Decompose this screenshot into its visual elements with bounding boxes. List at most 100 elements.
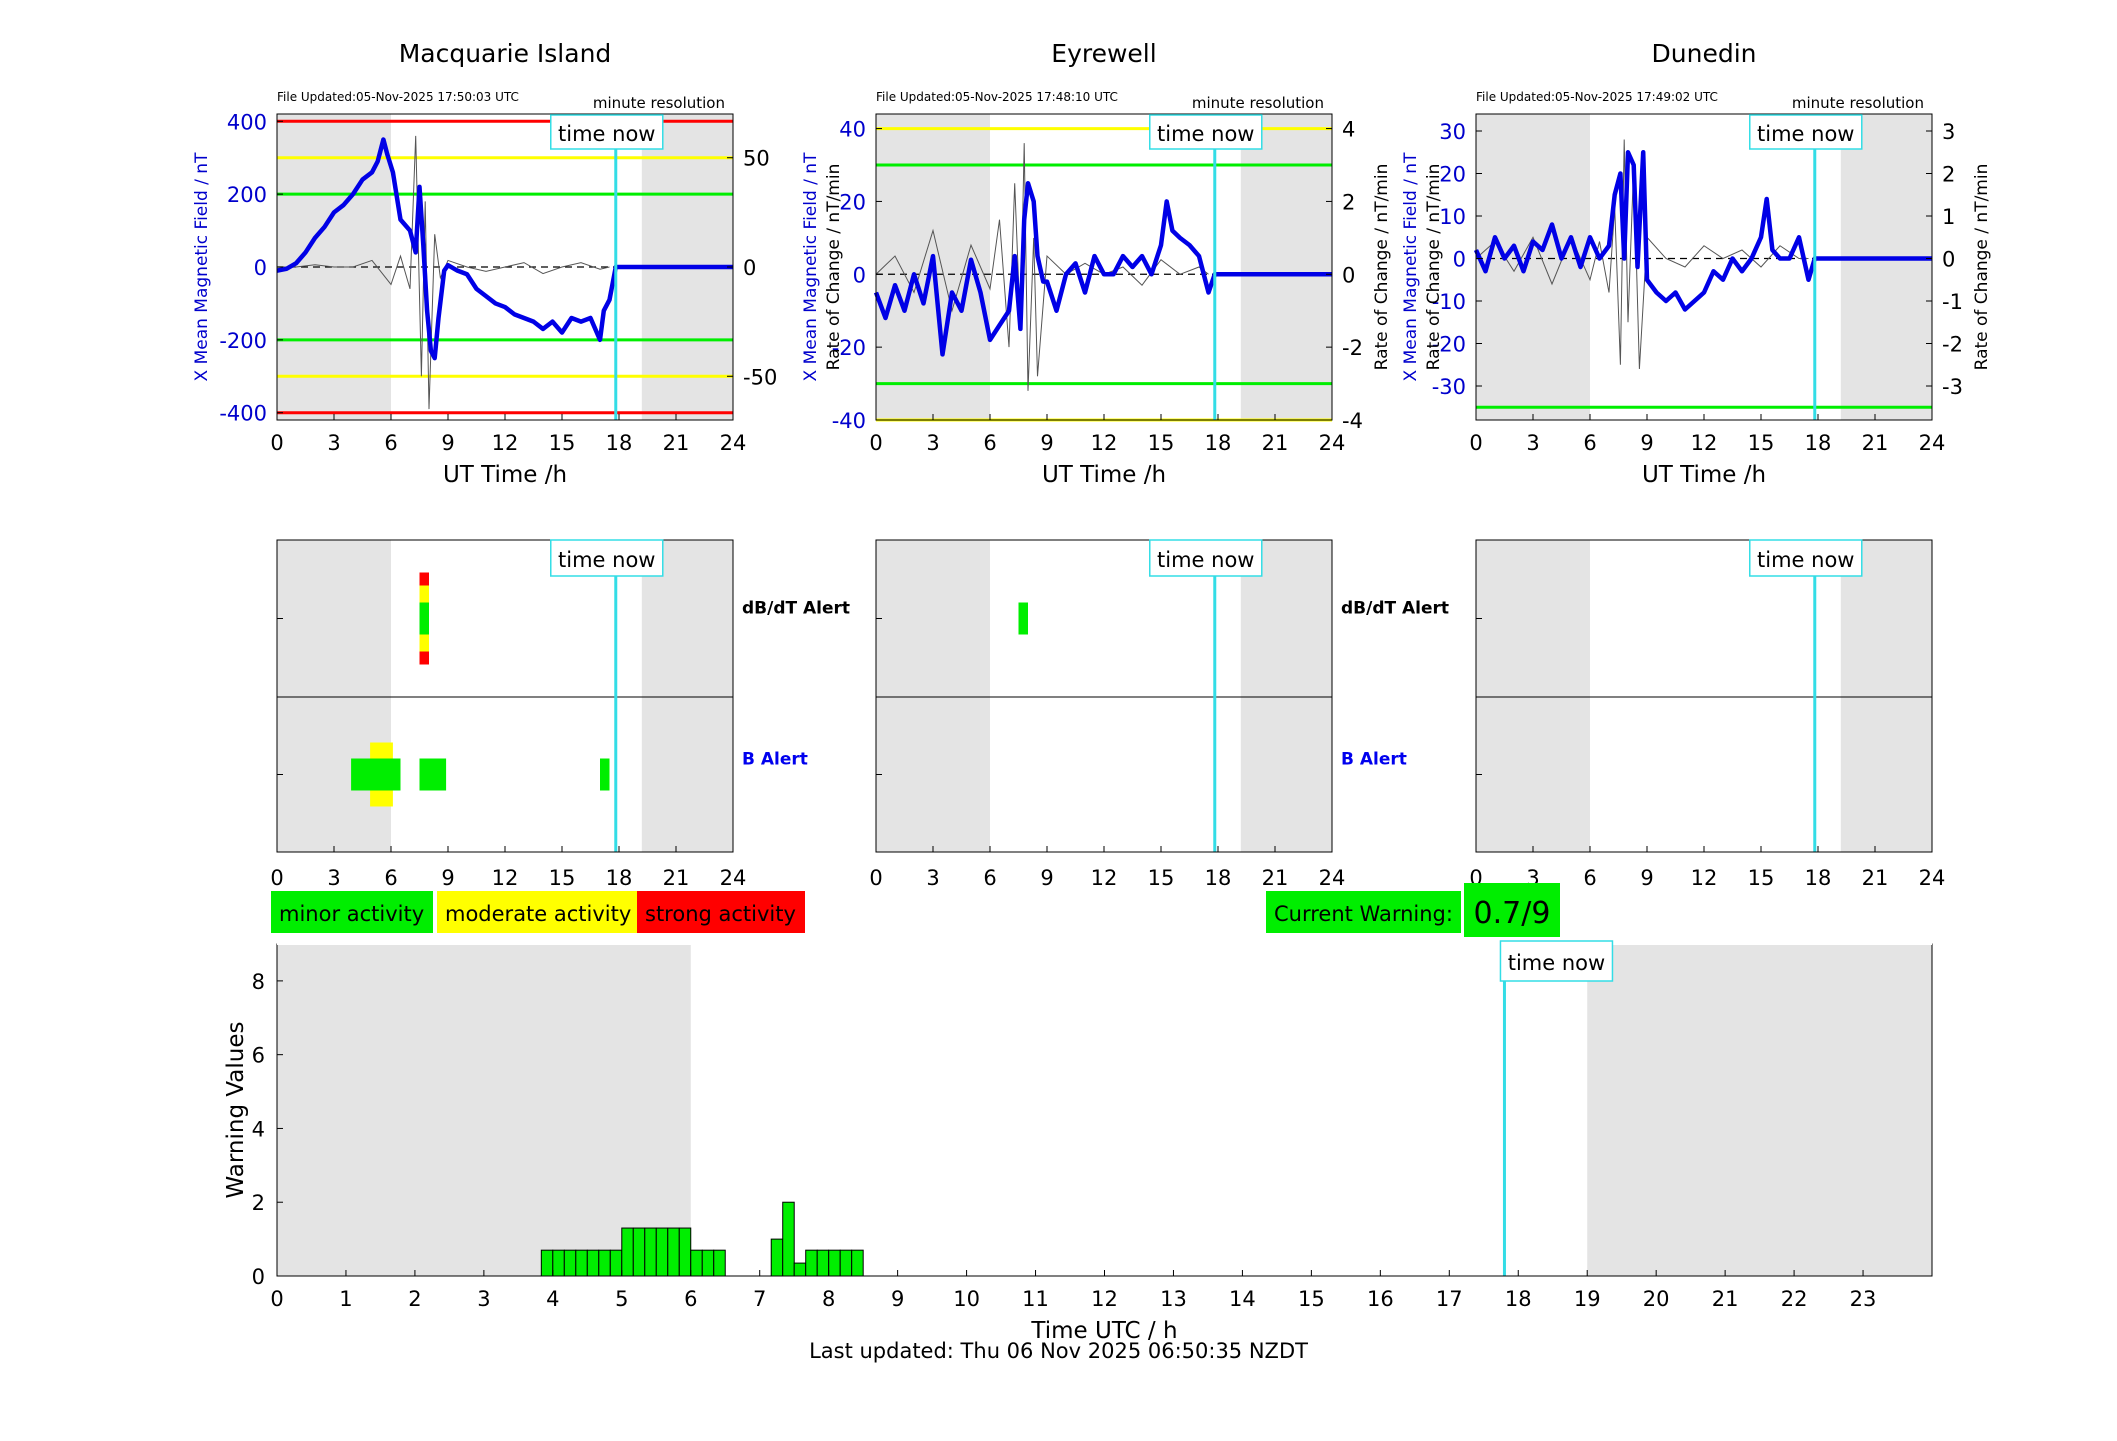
dbdt-alert-label: dB/dT Alert	[742, 599, 850, 619]
dbdt-alert-label: dB/dT Alert	[1341, 599, 1449, 619]
magnetic-field-series	[873, 180, 1332, 357]
x-tick-label: 24	[720, 866, 747, 890]
warning-bar	[839, 1249, 853, 1277]
current-warning-value-box	[1464, 883, 1560, 937]
time-now-box	[1749, 114, 1863, 150]
warning-bar	[793, 1262, 807, 1277]
legend-strong-swatch	[637, 891, 805, 933]
warning-bar	[621, 1227, 634, 1277]
night-shade	[1240, 114, 1332, 420]
y2-tick-label: 3	[1942, 120, 1955, 144]
x-tick-label: 12	[1091, 1287, 1118, 1311]
x-tick-label: 17	[1436, 1287, 1463, 1311]
x-tick-label: 9	[1640, 866, 1653, 890]
station-chart-3: time now Dunedin File Updated:05-Nov-2025 …	[1401, 39, 1992, 488]
y-tick-label: -40	[832, 409, 866, 433]
y-axis-title: X Mean Magnetic Field / nT	[801, 152, 821, 382]
x-tick-label: 15	[1748, 431, 1775, 455]
resolution-text: minute resolution	[1792, 94, 1924, 112]
x-tick-label: 12	[492, 866, 519, 890]
time-now-label: time now	[558, 122, 655, 146]
time-now-box	[1499, 940, 1614, 982]
station-title: Eyrewell	[1051, 39, 1156, 68]
rate-of-change-series	[277, 135, 610, 410]
x-tick-label: 11	[1022, 1287, 1049, 1311]
warning-bar	[609, 1249, 623, 1277]
x-tick-label: 21	[1262, 431, 1289, 455]
y2-tick-label: 4	[1342, 118, 1355, 142]
y2-tick-label: 2	[1942, 163, 1955, 187]
alert-panel-2: time now dB/dT Alert B Alert 0 3 6 9 12 15 18 21 24	[869, 539, 1449, 890]
time-now-box	[1149, 539, 1263, 577]
time-now-label: time now	[1508, 951, 1605, 975]
station-title: Macquarie Island	[399, 39, 612, 68]
b-alert-block	[600, 758, 610, 791]
warning-bar	[678, 1227, 692, 1277]
x-tick-label: 4	[546, 1287, 559, 1311]
y-tick-label: -400	[219, 402, 267, 426]
x-tick-label: 21	[1712, 1287, 1739, 1311]
station-chart-2: time now Eyrewell File Updated:05-Nov-2025…	[801, 39, 1392, 488]
warning-bar	[782, 1201, 795, 1277]
y-tick-label: 4	[252, 1117, 265, 1141]
station-chart-1: time now Macquarie Island File Updated:05-…	[192, 39, 777, 488]
current-warning-label: Current Warning:	[1274, 902, 1453, 926]
x-tick-label: 21	[663, 431, 690, 455]
warning-bar	[552, 1249, 565, 1277]
y-tick-label: 400	[227, 110, 267, 134]
x-tick-label: 14	[1229, 1287, 1256, 1311]
x-tick-label: 3	[926, 431, 939, 455]
warning-bar	[690, 1249, 703, 1277]
x-tick-label: 15	[1148, 431, 1175, 455]
magnetic-field-series	[1473, 150, 1932, 312]
x-tick-label: 6	[1583, 866, 1596, 890]
b-alert-label: B Alert	[1341, 750, 1407, 770]
b-alert-block	[351, 758, 401, 791]
x-tick-label: 18	[1805, 866, 1832, 890]
rate-axis-title: Rate of Change / nT/min	[824, 164, 844, 371]
y-tick-label: 20	[1439, 163, 1466, 187]
legend-minor-swatch	[271, 891, 433, 933]
warning-bar	[632, 1227, 646, 1277]
x-tick-label: 10	[953, 1287, 980, 1311]
x-tick-label: 24	[1919, 431, 1946, 455]
x-tick-label: 18	[1205, 866, 1232, 890]
resolution-text: minute resolution	[593, 94, 725, 112]
x-tick-label: 12	[492, 431, 519, 455]
night-shade	[1587, 944, 1932, 1276]
b-alert-label: B Alert	[742, 750, 808, 770]
x-tick-label: 0	[1469, 431, 1482, 455]
x-tick-label: 9	[1040, 431, 1053, 455]
night-shade	[876, 540, 990, 852]
x-tick-label: 15	[549, 866, 576, 890]
x-tick-label: 9	[441, 866, 454, 890]
rate-axis-title-right: Rate of Change / nT/min	[1972, 164, 1992, 371]
y-axis-title: X Mean Magnetic Field / nT	[192, 152, 212, 382]
x-tick-label: 12	[1091, 866, 1118, 890]
last-updated-text: Last updated: Thu 06 Nov 2025 06:50:35 N…	[809, 1339, 1308, 1363]
x-tick-label: 13	[1160, 1287, 1187, 1311]
x-tick-label: 9	[1640, 431, 1653, 455]
x-tick-label: 0	[869, 866, 882, 890]
warning-bar	[816, 1249, 830, 1277]
x-tick-label: 8	[822, 1287, 835, 1311]
y-axis-title: X Mean Magnetic Field / nT	[1401, 152, 1421, 382]
activity-legend: minor activity moderate activity strong ac…	[271, 883, 1560, 937]
time-now-box	[550, 114, 664, 150]
current-warning-box	[1266, 891, 1461, 933]
y2-tick-label: -1	[1942, 290, 1963, 314]
x-tick-label: 24	[720, 431, 747, 455]
x-tick-label: 24	[1319, 431, 1346, 455]
x-tick-label: 15	[549, 431, 576, 455]
magnetic-field-series	[276, 137, 733, 361]
y-tick-label: -10	[1432, 290, 1466, 314]
dbdt-alert-block	[419, 602, 429, 635]
x-tick-label: 21	[1262, 866, 1289, 890]
time-now-box	[1149, 114, 1263, 150]
y-tick-label: 30	[1439, 120, 1466, 144]
warning-bar	[667, 1227, 680, 1277]
warning-bar	[828, 1249, 841, 1277]
